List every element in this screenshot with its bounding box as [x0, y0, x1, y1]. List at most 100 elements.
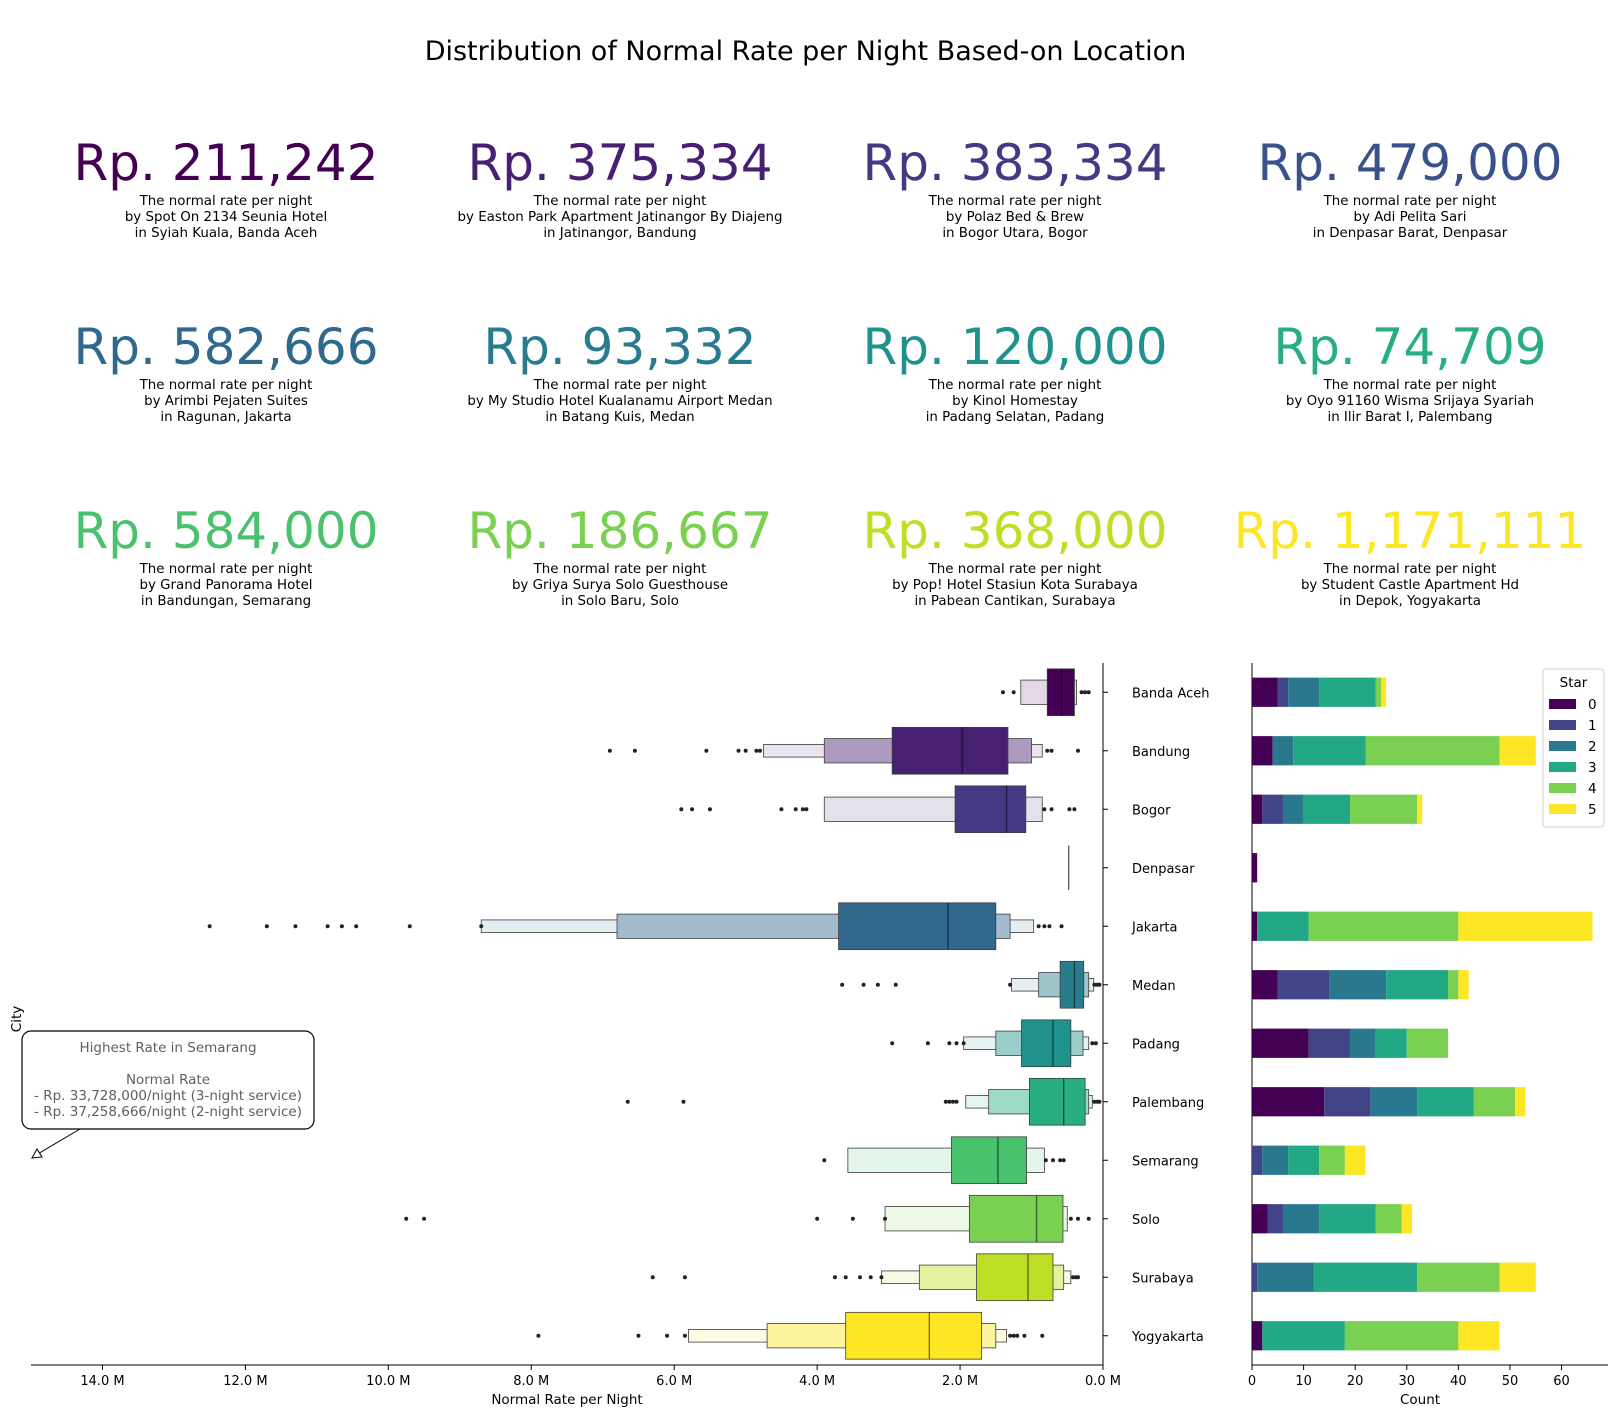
- boxen-box: [838, 902, 997, 951]
- bar-segment: [1252, 1145, 1263, 1175]
- outlier-point: [1011, 690, 1016, 695]
- y-tick-label: Bandung: [1132, 745, 1190, 760]
- outlier-point: [1047, 924, 1052, 929]
- boxen-box: [1028, 1077, 1086, 1126]
- bar-segment: [1499, 1262, 1536, 1292]
- outlier-point: [843, 1275, 848, 1280]
- rate-value: Rp. 584,000: [73, 502, 379, 560]
- y-tick-label: Banda Aceh: [1132, 686, 1210, 701]
- outlier-point: [625, 1099, 630, 1104]
- y-tick-label: Jakarta: [1131, 920, 1177, 935]
- rate-hotel: by Easton Park Apartment Jatinangor By D…: [457, 210, 783, 225]
- boxen-plot: 14.0 M 12.0 M 10.0 M 8.0 M 6.0 M 4.0 M 2.0 M 0.…: [9, 663, 1210, 1408]
- outlier-point: [1086, 1216, 1091, 1221]
- rate-value: Rp. 120,000: [862, 318, 1168, 376]
- bar-segment: [1277, 970, 1330, 1000]
- y-tick-label: Bogor: [1132, 803, 1171, 818]
- outlier-point: [850, 1216, 855, 1221]
- outlier-point: [954, 1041, 959, 1046]
- x-tick-label: 60: [1553, 1374, 1570, 1389]
- x-tick-label: 2.0 M: [942, 1374, 978, 1389]
- bar-segment: [1458, 911, 1593, 941]
- outlier-point: [293, 924, 298, 929]
- boxen-box: [976, 1253, 1054, 1302]
- annotation-line-1: Highest Rate in Semarang: [79, 1040, 256, 1056]
- bar-segment: [1288, 677, 1320, 707]
- y-tick-label: Surabaya: [1132, 1271, 1194, 1286]
- boxen-box: [1059, 960, 1085, 1009]
- rate-location: in Bogor Utara, Bogor: [942, 226, 1088, 241]
- legend-swatch: [1549, 699, 1576, 709]
- legend-swatch: [1549, 741, 1576, 751]
- outlier-point: [707, 807, 712, 812]
- rate-hotel: by My Studio Hotel Kualanamu Airport Med…: [467, 394, 773, 409]
- outlier-point: [1011, 1333, 1016, 1338]
- x-tick-label: 40: [1450, 1374, 1467, 1389]
- outlier-point: [950, 1099, 955, 1104]
- rate-hotel: by Arimbi Pejaten Suites: [144, 394, 308, 409]
- rate-hotel: by Adi Pelita Sari: [1353, 210, 1467, 225]
- outlier-point: [804, 807, 809, 812]
- rate-value: Rp. 375,334: [467, 134, 773, 192]
- outlier-point: [961, 1041, 966, 1046]
- x-tick-label: 10.0 M: [366, 1374, 410, 1389]
- rate-caption: The normal rate per night: [928, 378, 1102, 393]
- rate-location: in Ragunan, Jakarta: [160, 410, 292, 425]
- bar-segment: [1257, 1262, 1314, 1292]
- outlier-point: [1050, 1158, 1055, 1163]
- outlier-point: [1008, 982, 1013, 987]
- bar-segment: [1252, 736, 1273, 766]
- outlier-point: [890, 1041, 895, 1046]
- rate-card: Rp. 74,709 The normal rate per night by Oy…: [1215, 318, 1605, 426]
- outlier-point: [883, 1216, 888, 1221]
- y-tick-label: Padang: [1132, 1037, 1180, 1052]
- rate-hotel: by Student Castle Apartment Hd: [1300, 578, 1520, 593]
- bar-segment: [1344, 1321, 1459, 1351]
- rate-value: Rp. 383,334: [862, 134, 1168, 192]
- bar-segment: [1252, 1262, 1258, 1292]
- bar-segment: [1344, 1145, 1366, 1175]
- outlier-point: [1042, 807, 1047, 812]
- outlier-point: [861, 982, 866, 987]
- x-tick-label: 0.0 M: [1085, 1374, 1121, 1389]
- outlier-point: [1097, 982, 1102, 987]
- bar-segment: [1288, 1145, 1320, 1175]
- outlier-point: [1092, 982, 1097, 987]
- annotation-arrow-head: [31, 1148, 43, 1159]
- outlier-point: [1086, 690, 1091, 695]
- outlier-point: [1045, 748, 1050, 753]
- boxen-box: [951, 1136, 1027, 1185]
- rate-card: Rp. 1,171,111 The normal rate per night by…: [1215, 502, 1605, 610]
- bar-segment: [1329, 970, 1387, 1000]
- x-tick-label: 20: [1347, 1374, 1364, 1389]
- outlier-point: [1000, 690, 1005, 695]
- outlier-point: [1070, 1275, 1075, 1280]
- bar-segment: [1324, 1087, 1371, 1117]
- bar-segment: [1262, 1145, 1289, 1175]
- outlier-point: [1061, 1158, 1066, 1163]
- y-tick-label: Medan: [1132, 979, 1176, 994]
- rate-caption: The normal rate per night: [139, 194, 313, 209]
- outlier-point: [800, 807, 805, 812]
- rate-card: Rp. 383,334 The normal rate per night by P…: [820, 134, 1210, 242]
- legend-label: 5: [1588, 802, 1597, 818]
- annotation-line-4: - Rp. 37,258,666/night (2-night service): [34, 1104, 302, 1120]
- rate-hotel: by Griya Surya Solo Guesthouse: [511, 578, 729, 593]
- rate-hotel: by Oyo 91160 Wisma Srijaya Syariah: [1285, 394, 1535, 409]
- bar-segment: [1375, 677, 1381, 707]
- rate-card: Rp. 93,332 The normal rate per night by My…: [425, 318, 815, 426]
- outlier-point: [736, 748, 741, 753]
- outlier-point: [1049, 748, 1054, 753]
- outlier-point: [954, 1099, 959, 1104]
- legend-label: 3: [1588, 760, 1597, 776]
- outlier-point: [1068, 1216, 1073, 1221]
- x-tick-label: 14.0 M: [80, 1374, 124, 1389]
- legend-swatch: [1549, 762, 1576, 772]
- legend-swatch: [1549, 783, 1576, 793]
- bar-segment: [1406, 1028, 1449, 1058]
- bar-segment: [1252, 677, 1278, 707]
- rate-location: in Jatinangor, Bandung: [543, 226, 697, 241]
- outlier-point: [1075, 1216, 1080, 1221]
- outlier-point: [858, 1275, 863, 1280]
- rate-card: Rp. 582,666 The normal rate per night by A…: [31, 318, 421, 426]
